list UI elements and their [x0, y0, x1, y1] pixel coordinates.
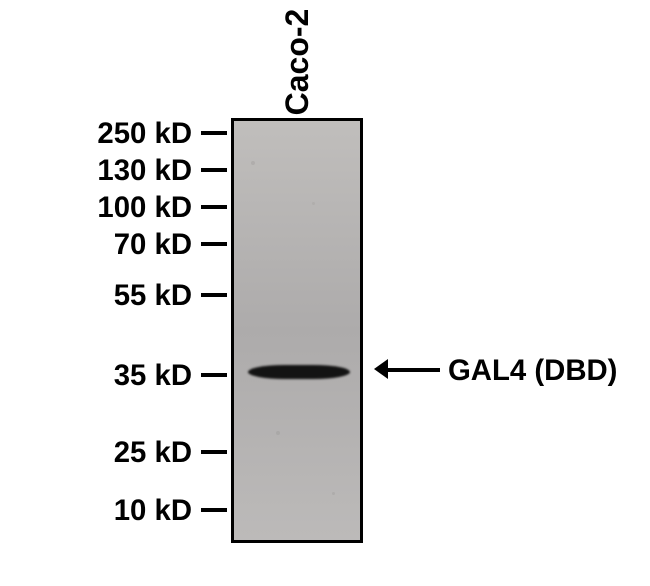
noise-speck: [251, 161, 255, 165]
marker-label: 55 kD: [32, 279, 192, 313]
noise-speck: [312, 202, 315, 205]
noise-speck: [332, 492, 335, 495]
marker-label: 100 kD: [32, 191, 192, 225]
western-blot-figure: Caco-2 250 kD130 kD100 kD70 kD 55 kD 35 kD…: [0, 0, 650, 586]
marker-tick: [201, 168, 227, 172]
lane-label-caco2: Caco-2: [283, 2, 311, 122]
marker-label: 250 kD: [32, 117, 192, 151]
marker-label: 25 kD: [32, 436, 192, 470]
GAL4-DBD-band: [248, 365, 350, 379]
marker-label: 35 kD: [32, 359, 192, 393]
marker-tick: [201, 205, 227, 209]
blot-background: [234, 121, 360, 540]
marker-tick: [201, 508, 227, 512]
marker-tick: [201, 450, 227, 454]
marker-label: 10 kD: [32, 494, 192, 528]
marker-tick: [201, 373, 227, 377]
gal4-annot-label: GAL4 (DBD): [448, 354, 617, 388]
gal4-annot-arrow-head: [374, 359, 388, 379]
marker-label: 130 kD: [32, 154, 192, 188]
blot-lane: [231, 118, 363, 543]
marker-tick: [201, 131, 227, 135]
noise-speck: [276, 431, 280, 435]
marker-tick: [201, 242, 227, 246]
marker-tick: [201, 293, 227, 297]
gal4-annot-arrow-line: [386, 368, 440, 372]
marker-label: 70 kD: [32, 228, 192, 262]
